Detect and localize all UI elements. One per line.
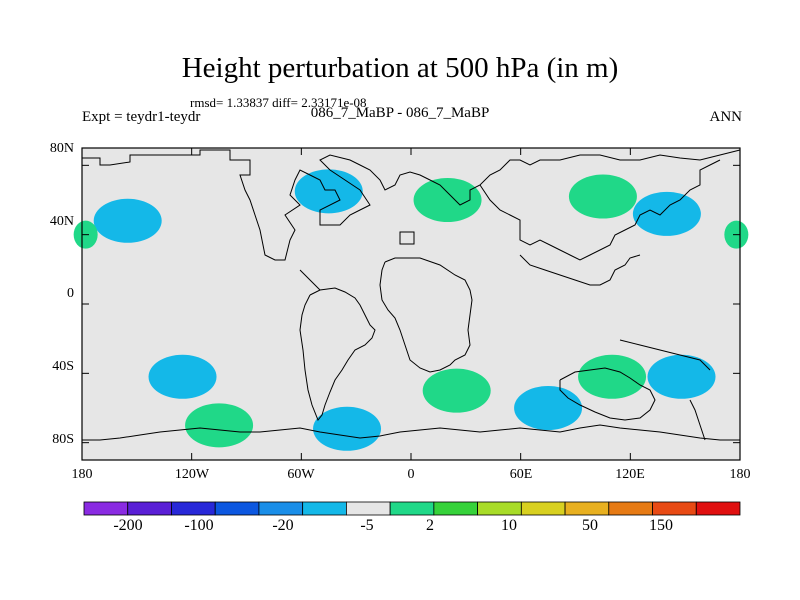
colorbar-label: 50 [582, 517, 598, 534]
colorbar-swatch [477, 501, 522, 516]
negative-anomaly [647, 354, 716, 399]
colorbar-swatch [127, 501, 172, 516]
lon-label-60e: 60E [509, 467, 533, 482]
small-island [399, 231, 415, 245]
colorbar-label: -5 [360, 517, 374, 534]
anomaly-field [73, 169, 749, 451]
stats-label: rmsd= 1.33837 diff= 2.33171e-08 [190, 95, 367, 110]
lon-label-180e: 180 [729, 467, 751, 482]
positive-anomaly [578, 354, 647, 399]
colorbar-swatch [608, 501, 653, 516]
colorbar-swatch [83, 501, 129, 516]
experiment-label: Expt = teydr1-teydr [82, 109, 201, 125]
negative-anomaly [93, 198, 162, 243]
coastline-antarctica [82, 424, 740, 441]
ocean-background [82, 148, 740, 460]
case-label: 086_7_MaBP - 086_7_MaBP [310, 105, 490, 121]
positive-anomaly [422, 368, 491, 413]
positive-anomaly [568, 174, 637, 219]
lat-label-0: 0 [67, 286, 74, 301]
negative-anomaly [632, 191, 701, 236]
coastline-south-america [299, 287, 376, 421]
lon-label-120e: 120E [615, 467, 645, 482]
coastline-africa [379, 257, 473, 373]
colorbar-swatch [389, 501, 435, 516]
colorbar-label: -200 [113, 517, 143, 534]
coastline-maritime-se-asia [619, 339, 711, 371]
colorbar-label: 2 [426, 517, 434, 534]
colorbar [83, 501, 741, 516]
negative-anomaly [514, 386, 583, 430]
lon-label-180w: 180 [71, 467, 93, 482]
map-title: Height perturbation at 500 hPa (in m) [181, 52, 619, 84]
positive-anomaly [413, 178, 482, 222]
coastlines [82, 149, 741, 441]
colorbar-label: -100 [184, 517, 214, 534]
coastline-eurasia-south [479, 159, 721, 261]
coastline-north [82, 149, 741, 261]
colorbar-label: -20 [272, 517, 294, 534]
colorbar-swatch [258, 501, 304, 516]
colorbar-label: 150 [649, 517, 673, 534]
negative-anomaly [294, 169, 363, 214]
colorbar-swatch [433, 501, 479, 516]
lat-label-40n: 40N [49, 214, 74, 229]
negative-anomaly [148, 354, 217, 399]
negative-anomaly [313, 406, 382, 451]
colorbar-swatch [345, 501, 391, 516]
coastline-australia [559, 367, 656, 421]
axis-ticks [81, 148, 741, 460]
positive-anomaly [185, 403, 254, 448]
lat-label-80n: 80N [49, 141, 74, 156]
coastline-asia-coast [519, 254, 641, 286]
lon-label-120w: 120W [174, 467, 210, 482]
colorbar-swatch [171, 501, 216, 516]
colorbar-swatch [564, 501, 610, 516]
coastline-new-zealand [689, 399, 706, 441]
colorbar-swatch [695, 501, 741, 516]
colorbar-swatch [302, 501, 347, 516]
lon-label-60w: 60W [287, 467, 315, 482]
lon-label-0: 0 [407, 467, 415, 482]
colorbar-swatch [214, 501, 260, 516]
colorbar-swatch [652, 501, 697, 516]
lat-label-40s: 40S [52, 359, 74, 374]
coastline-central-america [299, 269, 321, 291]
colorbar-label: 10 [501, 517, 517, 534]
colorbar-swatch [520, 501, 566, 516]
season-label: ANN [709, 109, 743, 125]
lat-label-80s: 80S [52, 432, 74, 447]
